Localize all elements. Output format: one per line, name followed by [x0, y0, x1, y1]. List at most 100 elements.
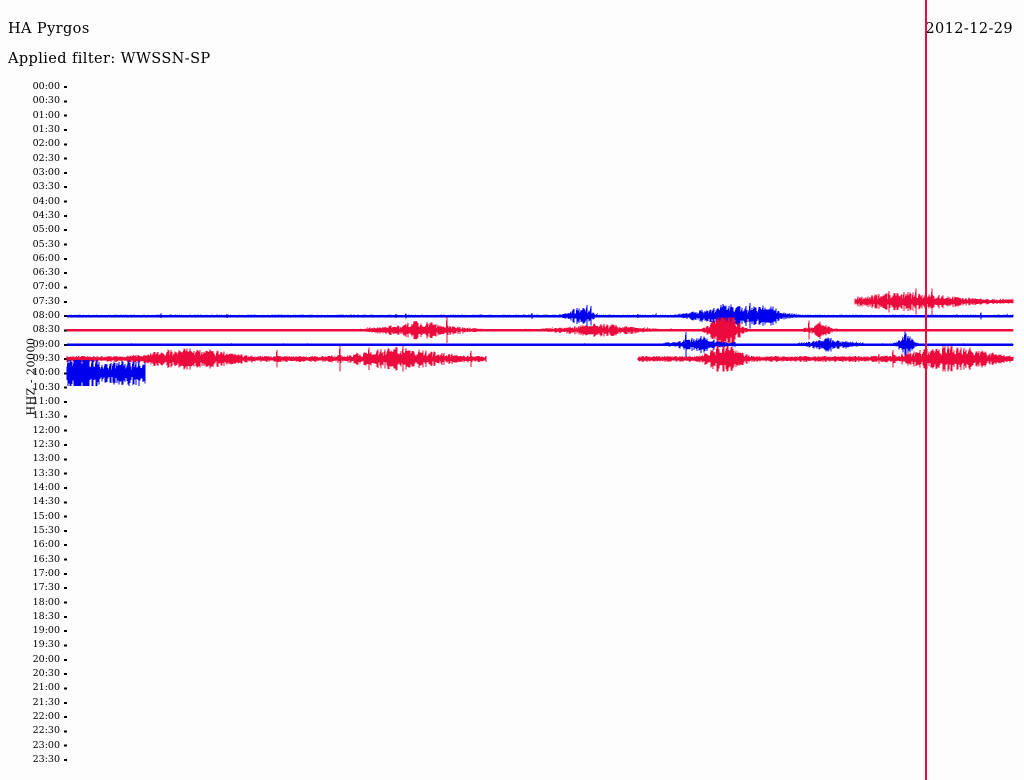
axis-tick-mark [64, 486, 67, 489]
time-axis-tick-labels: 00:00 00:30 01:00 01:30 02:00 02:30 03:00 03:30… [12, 0, 60, 780]
axis-tick-mark [64, 730, 67, 733]
axis-tick-mark [64, 243, 67, 246]
axis-tick-mark [64, 386, 67, 389]
time-tick-label: 12:30 [32, 439, 60, 450]
time-tick-label: 00:30 [32, 95, 60, 107]
time-tick-label: 00:00 [32, 81, 60, 92]
current-time-marker-line [925, 0, 927, 780]
axis-tick-mark [64, 716, 67, 719]
axis-tick-mark [64, 587, 67, 590]
time-tick-label: 12:00 [32, 424, 60, 436]
time-tick-label: 11:00 [32, 396, 60, 408]
axis-tick-mark [64, 128, 67, 131]
trace-baseline [67, 343, 1013, 346]
axis-tick-mark [64, 200, 67, 203]
axis-tick-mark [64, 544, 67, 547]
time-tick-label: 15:30 [32, 524, 60, 536]
time-tick-label: 21:30 [32, 696, 60, 708]
time-tick-label: 08:30 [32, 324, 60, 336]
trace-baseline [855, 300, 1013, 303]
axis-tick-mark [64, 401, 67, 404]
axis-tick-mark [64, 229, 67, 232]
time-tick-label: 22:30 [32, 725, 60, 737]
axis-tick-mark [64, 615, 67, 618]
time-tick-label: 01:00 [32, 109, 60, 121]
axis-tick-mark [64, 515, 67, 518]
time-tick-label: 09:30 [32, 353, 60, 365]
time-tick-label: 13:30 [32, 467, 60, 479]
time-tick-label: 05:30 [32, 238, 60, 250]
time-tick-label: 06:00 [32, 252, 60, 264]
time-tick-label: 02:30 [32, 152, 60, 164]
trace-baseline [67, 329, 1013, 332]
time-tick-label: 03:30 [32, 181, 60, 193]
time-tick-label: 09:00 [32, 338, 60, 350]
axis-tick-mark [64, 429, 67, 432]
axis-tick-mark [64, 673, 67, 676]
time-tick-label: 18:00 [32, 596, 60, 608]
axis-tick-mark [64, 186, 67, 189]
time-tick-label: 10:30 [32, 381, 60, 393]
axis-tick-mark [64, 86, 67, 88]
axis-tick-mark [64, 630, 67, 633]
time-tick-label: 07:00 [32, 281, 60, 293]
time-tick-label: 14:30 [32, 496, 60, 508]
axis-tick-mark [64, 171, 67, 174]
trace-baseline [638, 357, 1013, 361]
time-tick-label: 21:00 [32, 682, 60, 694]
time-tick-label: 14:00 [32, 481, 60, 493]
axis-tick-mark [64, 415, 67, 418]
axis-tick-mark [64, 272, 67, 275]
axis-tick-mark [64, 472, 67, 475]
time-tick-label: 11:30 [32, 410, 60, 422]
axis-tick-mark [64, 100, 67, 103]
axis-tick-mark [64, 143, 67, 146]
axis-tick-mark [64, 701, 67, 704]
time-tick-label: 07:30 [32, 295, 60, 307]
axis-tick-mark [64, 558, 67, 561]
time-tick-label: 19:00 [32, 625, 60, 637]
time-tick-label: 13:00 [32, 453, 60, 465]
axis-tick-mark [64, 658, 67, 661]
axis-tick-mark [64, 372, 67, 375]
axis-tick-mark [64, 529, 67, 532]
axis-tick-mark [64, 315, 67, 318]
axis-tick-mark [64, 300, 67, 303]
axis-tick-mark [64, 444, 67, 446]
time-tick-label: 05:00 [32, 224, 60, 236]
axis-tick-mark [64, 687, 67, 690]
waveform-traces [66, 288, 1014, 386]
trace-baseline [67, 372, 145, 375]
axis-tick-mark [64, 157, 67, 160]
axis-tick-mark [64, 329, 67, 332]
record-date: 2012-12-29 [925, 21, 1013, 37]
time-tick-label: 08:00 [32, 310, 60, 322]
axis-tick-mark [64, 744, 67, 747]
time-tick-label: 17:00 [32, 567, 60, 579]
applied-filter-label: Applied filter: WWSSN-SP [8, 51, 211, 67]
axis-tick-mark [64, 458, 67, 461]
time-tick-label: 06:30 [32, 267, 60, 279]
axis-tick-mark [64, 572, 67, 575]
axis-tick-mark [64, 759, 67, 762]
axis-tick-mark [64, 343, 67, 346]
time-tick-label: 20:30 [32, 668, 60, 680]
trace-baseline [67, 357, 486, 361]
axis-tick-marks [64, 86, 67, 762]
time-tick-label: 16:00 [32, 539, 60, 551]
axis-tick-mark [64, 286, 67, 289]
time-tick-label: 02:00 [32, 138, 60, 150]
time-tick-label: 18:30 [32, 610, 60, 622]
trace-baseline [67, 314, 1013, 318]
time-tick-label: 15:00 [32, 510, 60, 522]
axis-tick-mark [64, 644, 67, 647]
time-tick-label: 20:00 [32, 653, 60, 665]
axis-tick-mark [64, 501, 67, 504]
time-tick-label: 03:00 [32, 166, 60, 178]
axis-tick-mark [64, 601, 67, 604]
time-tick-label: 10:00 [32, 367, 60, 379]
time-tick-label: 23:30 [32, 754, 60, 766]
time-tick-label: 23:00 [32, 739, 60, 751]
